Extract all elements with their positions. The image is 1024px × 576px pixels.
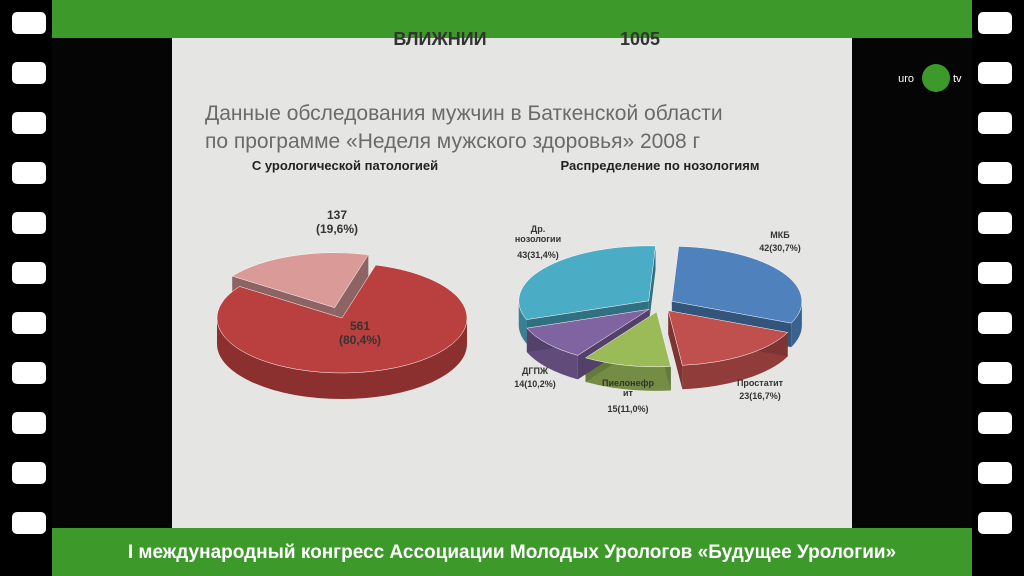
film-hole [12,62,46,84]
film-hole [12,12,46,34]
pie-slice [231,252,369,308]
chart-title: Распределение по нозологиям [561,158,760,173]
value-label: 561 (80,4%) [338,319,382,347]
film-hole [978,362,1012,384]
footer-text: I международный конгресс Ассоциации Моло… [128,542,896,563]
film-hole [12,362,46,384]
value-label: 23(16,7%) [739,391,781,401]
category-label: МКБ [770,230,790,240]
header-fragment: 1005 [620,29,660,49]
slice-side [518,300,527,344]
film-hole [978,212,1012,234]
slice-wall [334,254,369,334]
header-fragment: ВЛИЖНИИ [393,29,486,49]
film-hole [978,112,1012,134]
pie-slice [518,245,656,320]
film-hole [12,512,46,534]
film-hole [12,412,46,434]
value-label: 137 (19,6%) [315,208,359,236]
category-label: Пиелонефр ит [602,378,654,398]
film-hole [978,462,1012,484]
film-hole [978,62,1012,84]
film-hole [12,112,46,134]
logo-right: tv [953,73,962,85]
value-label: 14(10,2%) [514,379,556,389]
category-label: Др. нозологии [514,224,562,244]
film-hole [978,312,1012,334]
slide-title: Данные обследования мужчин в Баткенской … [205,102,723,153]
pie-slice [216,264,468,374]
film-hole [978,162,1012,184]
category-label: Простатит [736,378,784,388]
pie-slice [667,310,789,366]
pie-slice [584,311,672,368]
slice-side [217,318,467,399]
chart-title: С урологической патологией [252,158,438,173]
category-label: ДГПЖ [521,366,549,376]
value-label: 43(31,4%) [517,250,559,260]
value-label: 15(11,0%) [607,404,649,414]
logo-circle [922,64,950,92]
film-hole [12,262,46,284]
film-hole [12,312,46,334]
film-hole [978,262,1012,284]
film-hole [978,412,1012,434]
top-bar [0,0,1024,38]
film-left [0,0,52,576]
slice-side [682,332,788,390]
film-hole [978,512,1012,534]
film-right [972,0,1024,576]
pie-slice [526,309,650,356]
slice-wall [668,310,683,390]
pie-slice [671,246,803,324]
logo-left: uro [898,73,914,85]
slice-wall [648,245,656,325]
value-label: 42(30,7%) [759,243,801,253]
film-hole [12,462,46,484]
film-hole [12,162,46,184]
footer-bar [0,528,1024,576]
film-hole [978,12,1012,34]
film-hole [12,212,46,234]
